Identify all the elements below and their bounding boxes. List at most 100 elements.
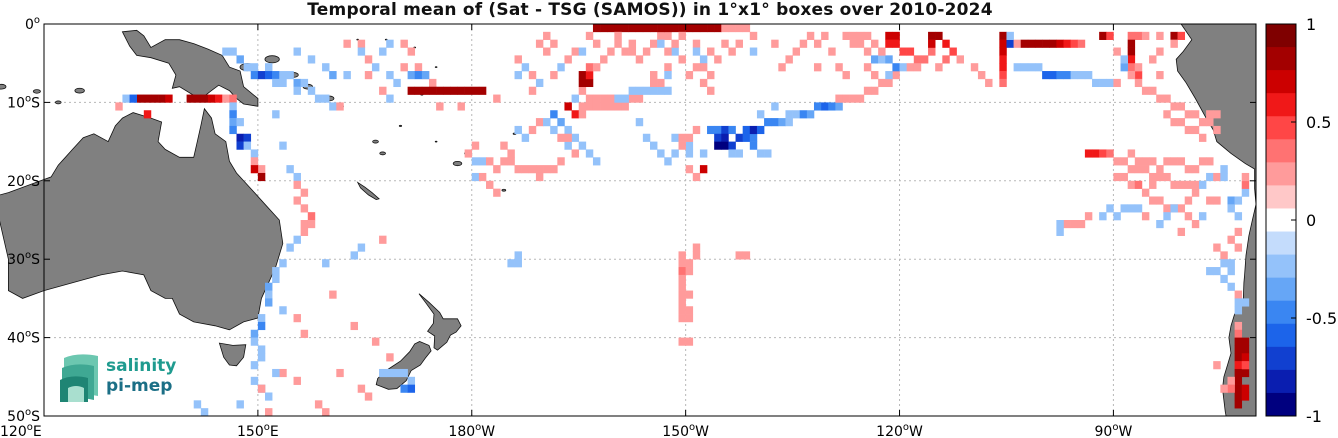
- heatmap-cell: [842, 71, 850, 80]
- chart-title: Temporal mean of (Sat - TSG (SAMOS)) in …: [307, 0, 993, 20]
- heatmap-cell: [1163, 94, 1171, 103]
- heatmap-cell: [564, 125, 572, 135]
- heatmap-cell: [300, 78, 309, 88]
- heatmap-cell: [1127, 180, 1136, 189]
- heatmap-cell: [300, 188, 309, 197]
- heatmap-cell: [685, 165, 694, 174]
- heatmap-cell: [257, 314, 266, 323]
- heatmap-cell: [1077, 39, 1086, 48]
- heatmap-cell: [692, 39, 701, 48]
- heatmap-cell: [1027, 39, 1036, 48]
- heatmap-cell: [471, 86, 480, 95]
- heatmap-cell: [243, 141, 252, 150]
- land-island: [379, 151, 386, 156]
- heatmap-cell: [635, 24, 644, 33]
- heatmap-cell: [1156, 196, 1164, 205]
- heatmap-cell: [1206, 267, 1214, 276]
- heatmap-cell: [678, 282, 686, 291]
- heatmap-cell: [657, 78, 665, 88]
- heatmap-cell: [557, 157, 565, 166]
- x-tick-label: 150oE: [237, 422, 279, 438]
- heatmap-cell: [450, 86, 458, 95]
- heatmap-cell: [678, 306, 686, 315]
- heatmap-cell: [279, 141, 287, 150]
- heatmap-cell: [977, 71, 986, 80]
- heatmap-cell: [1141, 86, 1150, 95]
- heatmap-cell: [771, 102, 779, 111]
- heatmap-cell: [728, 125, 736, 135]
- colorbar-segment: [1266, 231, 1296, 256]
- heatmap-cell: [1141, 165, 1150, 174]
- heatmap-cell: [685, 290, 694, 299]
- heatmap-cell: [878, 55, 886, 64]
- heatmap-cell: [1234, 227, 1243, 236]
- heatmap-cell: [714, 55, 722, 64]
- heatmap-cell: [899, 47, 907, 56]
- heatmap-cell: [229, 118, 237, 127]
- heatmap-cell: [250, 376, 259, 385]
- heatmap-cell: [1241, 298, 1250, 307]
- heatmap-cell: [329, 102, 337, 111]
- heatmap-cell: [514, 71, 522, 80]
- heatmap-cell: [1170, 31, 1178, 40]
- heatmap-cell: [642, 47, 651, 56]
- heatmap-cell: [1013, 39, 1022, 48]
- heatmap-cell: [1198, 212, 1207, 221]
- heatmap-cell: [1234, 353, 1243, 362]
- heatmap-cell: [650, 78, 658, 88]
- heatmap-cell: [685, 24, 694, 33]
- heatmap-cell: [578, 71, 587, 80]
- heatmap-cell: [129, 94, 137, 103]
- heatmap-cell: [657, 39, 665, 48]
- heatmap-cell: [592, 24, 601, 33]
- y-axis-ticks: 0o 10oS 20oS 30oS 40oS 50oS: [7, 15, 1256, 425]
- heatmap-cell: [842, 94, 850, 103]
- heatmap-cell: [514, 125, 522, 135]
- heatmap-cell: [578, 47, 587, 56]
- heatmap-cell: [899, 63, 907, 72]
- heatmap-cell: [735, 24, 743, 33]
- heatmap-cell: [1084, 149, 1093, 158]
- heatmap-cell: [678, 31, 686, 40]
- heatmap-cell: [400, 63, 408, 72]
- heatmap-cell: [300, 329, 309, 338]
- heatmap-cell: [314, 400, 323, 409]
- x-axis-ticks: 120oE 150oE 180oW 150oW 120oW 90oW: [0, 24, 1132, 438]
- heatmap-cell: [863, 63, 872, 72]
- heatmap-cell: [642, 86, 651, 95]
- heatmap-cell: [193, 94, 202, 103]
- heatmap-cell: [343, 39, 351, 48]
- heatmap-cell: [265, 408, 273, 417]
- heatmap-cell: [735, 149, 743, 158]
- heatmap-cell: [592, 94, 601, 103]
- heatmap-cell: [1170, 180, 1178, 189]
- heatmap-cell: [307, 220, 316, 229]
- heatmap-cell: [300, 220, 309, 229]
- heatmap-cell: [329, 290, 337, 299]
- heatmap-cell: [1184, 125, 1193, 135]
- heatmap-cell: [350, 251, 358, 260]
- heatmap-cell: [300, 204, 309, 213]
- heatmap-cell: [257, 345, 266, 354]
- heatmap-cell: [578, 141, 587, 150]
- heatmap-cell: [792, 47, 801, 56]
- heatmap-cell: [785, 118, 793, 127]
- heatmap-cell: [165, 94, 173, 103]
- heatmap-cell: [215, 94, 223, 103]
- heatmap-cell: [885, 71, 893, 80]
- heatmap-cell: [265, 63, 273, 72]
- heatmap-cell: [407, 47, 416, 56]
- heatmap-cell: [1234, 400, 1243, 409]
- heatmap-cell: [970, 63, 979, 72]
- heatmap-cell: [478, 86, 487, 95]
- heatmap-cell: [1056, 39, 1064, 48]
- heatmap-cell: [999, 63, 1007, 72]
- heatmap-cell: [1120, 63, 1128, 72]
- heatmap-cell: [707, 125, 715, 135]
- heatmap-cell: [607, 102, 615, 111]
- colorbar-segment: [1266, 47, 1296, 71]
- heatmap-cell: [600, 55, 608, 64]
- heatmap-cell: [707, 24, 715, 33]
- heatmap-cell: [1213, 110, 1221, 119]
- heatmap-cell: [699, 55, 708, 64]
